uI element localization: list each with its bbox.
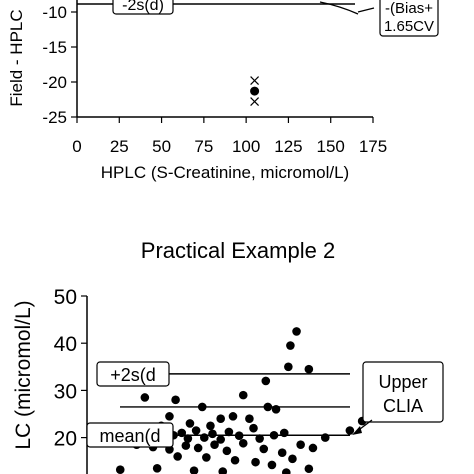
- bottom-point-45: [193, 443, 203, 453]
- bottom-point-46: [210, 440, 219, 449]
- bottom-point-2: [304, 364, 314, 374]
- bottom-point-38: [320, 433, 330, 442]
- bottom-point-4: [284, 362, 293, 372]
- bottom-point-49: [259, 444, 269, 454]
- bottom-point-31: [208, 429, 217, 439]
- bottom-data-points: [115, 327, 367, 474]
- bottom-point-53: [202, 453, 211, 462]
- bottom-point-17: [185, 419, 195, 428]
- bottom-y-tick-label-0: 50: [54, 286, 77, 309]
- bottom-point-36: [269, 430, 279, 440]
- bottom-point-29: [191, 426, 201, 435]
- bottom-point-10: [271, 404, 281, 414]
- bottom-point-52: [173, 452, 182, 461]
- top-y-axis-label: Field - HPLC: [7, 9, 26, 106]
- top-x-tick-label-6: 150: [317, 137, 345, 156]
- bottom-point-14: [245, 414, 254, 424]
- top-y-ticks: -10 -15 -20 -25: [42, 3, 77, 127]
- bottom-y-axis-label: LC (micromol/L): [12, 300, 35, 449]
- top-cross-point-0: [250, 76, 260, 86]
- top-label-bias-line1: -(Bias+: [385, 0, 433, 17]
- bottom-point-28: [183, 434, 193, 443]
- top-cross-point-1: [250, 97, 260, 107]
- bottom-chart: LC (micromol/L) 50 40 30 20 +2s(d mean(d Up…: [12, 286, 444, 474]
- bottom-point-18: [206, 421, 215, 431]
- bottom-label-plus2sd: +2s(d: [96, 361, 170, 387]
- bottom-label-plus2sd-text: +2s(d: [110, 365, 156, 385]
- top-label-bias: -(Bias+ 1.65CV: [379, 0, 439, 37]
- bottom-point-51: [288, 454, 297, 464]
- bottom-point-6: [171, 395, 180, 405]
- bottom-point-60: [218, 467, 228, 474]
- bottom-point-44: [181, 441, 191, 450]
- top-y-tick-label-0: -10: [42, 3, 67, 22]
- bottom-label-mean-text: mean(d: [99, 426, 160, 446]
- top-label-neg2sd-text: -2s(d): [122, 0, 164, 14]
- bottom-point-58: [152, 463, 162, 473]
- bottom-point-39: [296, 440, 305, 449]
- top-dot-point-0: [250, 86, 260, 96]
- bottom-point-30: [200, 433, 209, 442]
- bottom-point-16: [165, 412, 174, 421]
- bottom-point-59: [189, 466, 199, 474]
- top-y-tick-label-1: -15: [42, 38, 67, 57]
- bottom-point-7: [238, 390, 248, 400]
- top-label-neg2sd: -2s(d): [112, 0, 174, 15]
- bottom-point-1: [286, 341, 295, 350]
- bottom-point-5: [140, 393, 150, 402]
- top-ref-curve-bias: [319, 1, 359, 15]
- bottom-point-3: [261, 376, 271, 386]
- bottom-y-tick-label-2: 30: [54, 380, 77, 403]
- bottom-point-33: [224, 427, 234, 437]
- bottom-point-32: [216, 435, 225, 444]
- top-y-tick-label-2: -20: [42, 73, 67, 92]
- bottom-point-55: [251, 457, 260, 467]
- bottom-point-13: [228, 412, 238, 421]
- bottom-point-50: [277, 448, 287, 458]
- bottom-point-54: [230, 455, 240, 465]
- bottom-point-11: [263, 402, 273, 412]
- bottom-label-mean: mean(d: [86, 422, 174, 448]
- bottom-point-56: [267, 460, 277, 470]
- bottom-y-ticks: 50 40 30 20: [54, 286, 87, 451]
- top-chart: Field - HPLC HPLC (S-Creatinine, micromo…: [7, 0, 439, 182]
- top-x-tick-label-5: 125: [274, 137, 302, 156]
- bottom-point-40: [308, 443, 318, 453]
- top-x-tick-label-0: 0: [72, 137, 81, 156]
- bottom-chart-title: Practical Example 2: [141, 238, 335, 263]
- top-y-tick-label-3: -25: [42, 108, 67, 127]
- bottom-point-9: [345, 426, 355, 435]
- top-x-tick-label-7: 175: [359, 137, 387, 156]
- bottom-point-62: [304, 464, 314, 474]
- bottom-point-35: [255, 434, 264, 443]
- bottom-y-tick-label-1: 40: [54, 333, 77, 356]
- bottom-point-19: [249, 423, 258, 433]
- bottom-point-27: [177, 428, 187, 438]
- bottom-point-15: [216, 414, 225, 424]
- top-x-tick-label-1: 25: [110, 137, 129, 156]
- bottom-point-61: [282, 468, 291, 474]
- top-label-bias-line2: 1.65CV: [384, 18, 434, 35]
- bottom-point-37: [279, 428, 289, 438]
- top-x-axis-label: HPLC (S-Creatinine, micromol/L): [101, 163, 349, 182]
- bottom-point-57: [115, 465, 125, 474]
- top-x-tick-label-3: 75: [194, 137, 213, 156]
- top-data-points: [250, 76, 260, 107]
- top-x-tick-label-4: 100: [232, 137, 260, 156]
- bottom-label-clia: Upper CLIA: [362, 361, 444, 423]
- top-x-tick-label-2: 50: [152, 137, 171, 156]
- bottom-y-tick-label-3: 20: [54, 428, 77, 451]
- top-annotation-arrow: [357, 7, 375, 13]
- bottom-point-0: [292, 327, 301, 336]
- bottom-label-clia-line1: Upper: [378, 372, 427, 392]
- top-x-ticks: 0 25 50 75 100 125 150 175: [72, 117, 387, 156]
- bottom-clia-arrowhead: [352, 426, 362, 435]
- bottom-point-48: [238, 438, 248, 448]
- bottom-point-12: [197, 402, 207, 412]
- bottom-point-34: [234, 431, 244, 441]
- bottom-point-47: [222, 446, 232, 456]
- bottom-label-clia-line2: CLIA: [383, 396, 423, 416]
